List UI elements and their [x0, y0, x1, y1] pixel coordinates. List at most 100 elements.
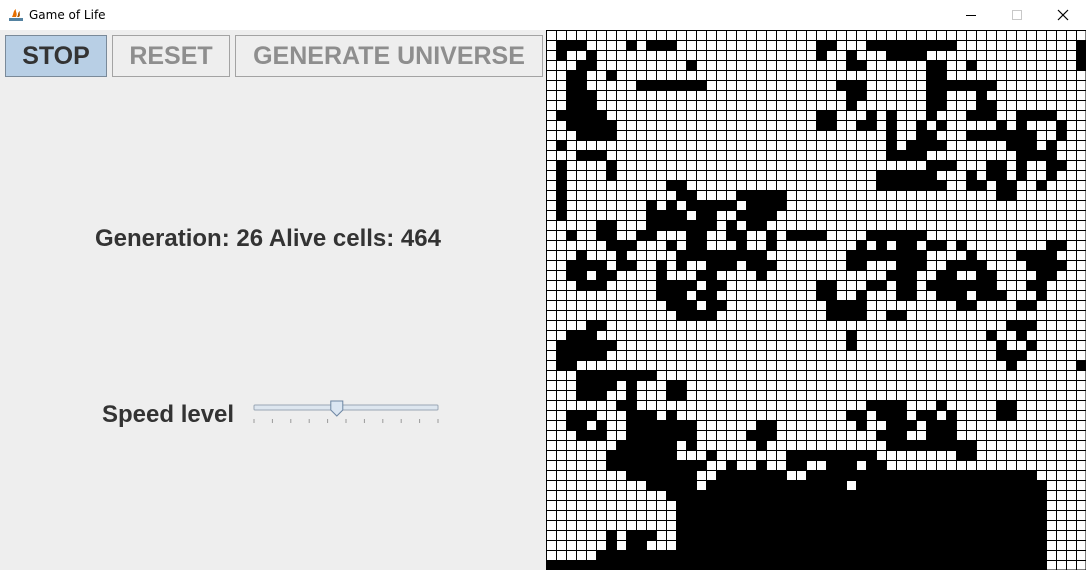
alive-cell[interactable] [796, 230, 806, 240]
alive-cell[interactable] [1046, 260, 1056, 270]
alive-cell[interactable] [826, 510, 836, 520]
alive-cell[interactable] [746, 430, 756, 440]
alive-cell[interactable] [846, 60, 856, 70]
alive-cell[interactable] [676, 560, 686, 570]
alive-cell[interactable] [846, 470, 856, 480]
alive-cell[interactable] [896, 260, 906, 270]
alive-cell[interactable] [616, 460, 626, 470]
alive-cell[interactable] [826, 290, 836, 300]
alive-cell[interactable] [966, 470, 976, 480]
alive-cell[interactable] [556, 170, 566, 180]
alive-cell[interactable] [936, 550, 946, 560]
alive-cell[interactable] [696, 210, 706, 220]
alive-cell[interactable] [586, 110, 596, 120]
alive-cell[interactable] [966, 260, 976, 270]
alive-cell[interactable] [796, 530, 806, 540]
alive-cell[interactable] [986, 520, 996, 530]
alive-cell[interactable] [916, 260, 926, 270]
alive-cell[interactable] [766, 520, 776, 530]
alive-cell[interactable] [706, 210, 716, 220]
alive-cell[interactable] [876, 40, 886, 50]
generate-universe-button[interactable]: GENERATE UNIVERSE [235, 35, 543, 77]
alive-cell[interactable] [996, 520, 1006, 530]
alive-cell[interactable] [736, 240, 746, 250]
alive-cell[interactable] [596, 380, 606, 390]
alive-cell[interactable] [826, 450, 836, 460]
alive-cell[interactable] [856, 420, 866, 430]
alive-cell[interactable] [706, 560, 716, 570]
alive-cell[interactable] [556, 560, 566, 570]
alive-cell[interactable] [656, 80, 666, 90]
alive-cell[interactable] [1016, 560, 1026, 570]
alive-cell[interactable] [866, 500, 876, 510]
alive-cell[interactable] [596, 370, 606, 380]
alive-cell[interactable] [656, 220, 666, 230]
alive-cell[interactable] [1056, 130, 1066, 140]
alive-cell[interactable] [726, 520, 736, 530]
alive-cell[interactable] [906, 290, 916, 300]
alive-cell[interactable] [866, 460, 876, 470]
alive-cell[interactable] [726, 470, 736, 480]
alive-cell[interactable] [836, 490, 846, 500]
alive-cell[interactable] [696, 500, 706, 510]
alive-cell[interactable] [676, 260, 686, 270]
alive-cell[interactable] [686, 430, 696, 440]
alive-cell[interactable] [956, 550, 966, 560]
alive-cell[interactable] [946, 40, 956, 50]
alive-cell[interactable] [786, 560, 796, 570]
alive-cell[interactable] [886, 520, 896, 530]
alive-cell[interactable] [606, 70, 616, 80]
alive-cell[interactable] [946, 420, 956, 430]
alive-cell[interactable] [886, 270, 896, 280]
alive-cell[interactable] [676, 500, 686, 510]
alive-cell[interactable] [1016, 520, 1026, 530]
alive-cell[interactable] [616, 240, 626, 250]
alive-cell[interactable] [956, 500, 966, 510]
alive-cell[interactable] [886, 510, 896, 520]
alive-cell[interactable] [666, 240, 676, 250]
alive-cell[interactable] [1016, 510, 1026, 520]
alive-cell[interactable] [706, 310, 716, 320]
alive-cell[interactable] [1016, 120, 1026, 130]
alive-cell[interactable] [1036, 550, 1046, 560]
alive-cell[interactable] [856, 120, 866, 130]
alive-cell[interactable] [576, 330, 586, 340]
alive-cell[interactable] [936, 490, 946, 500]
alive-cell[interactable] [696, 240, 706, 250]
alive-cell[interactable] [866, 400, 876, 410]
alive-cell[interactable] [786, 510, 796, 520]
alive-cell[interactable] [1006, 470, 1016, 480]
alive-cell[interactable] [586, 560, 596, 570]
alive-cell[interactable] [916, 440, 926, 450]
alive-cell[interactable] [986, 480, 996, 490]
alive-cell[interactable] [816, 490, 826, 500]
alive-cell[interactable] [636, 470, 646, 480]
alive-cell[interactable] [756, 510, 766, 520]
alive-cell[interactable] [916, 230, 926, 240]
alive-cell[interactable] [996, 500, 1006, 510]
alive-cell[interactable] [566, 260, 576, 270]
alive-cell[interactable] [636, 80, 646, 90]
alive-cell[interactable] [826, 300, 836, 310]
alive-cell[interactable] [916, 410, 926, 420]
alive-cell[interactable] [716, 550, 726, 560]
alive-cell[interactable] [916, 480, 926, 490]
alive-cell[interactable] [926, 530, 936, 540]
alive-cell[interactable] [556, 190, 566, 200]
alive-cell[interactable] [926, 480, 936, 490]
alive-cell[interactable] [946, 520, 956, 530]
alive-cell[interactable] [686, 230, 696, 240]
alive-cell[interactable] [736, 230, 746, 240]
alive-cell[interactable] [676, 460, 686, 470]
alive-cell[interactable] [606, 270, 616, 280]
alive-cell[interactable] [956, 520, 966, 530]
alive-cell[interactable] [886, 480, 896, 490]
alive-cell[interactable] [816, 560, 826, 570]
alive-cell[interactable] [926, 40, 936, 50]
alive-cell[interactable] [656, 440, 666, 450]
alive-cell[interactable] [866, 540, 876, 550]
alive-cell[interactable] [676, 430, 686, 440]
alive-cell[interactable] [936, 80, 946, 90]
alive-cell[interactable] [626, 470, 636, 480]
alive-cell[interactable] [936, 180, 946, 190]
